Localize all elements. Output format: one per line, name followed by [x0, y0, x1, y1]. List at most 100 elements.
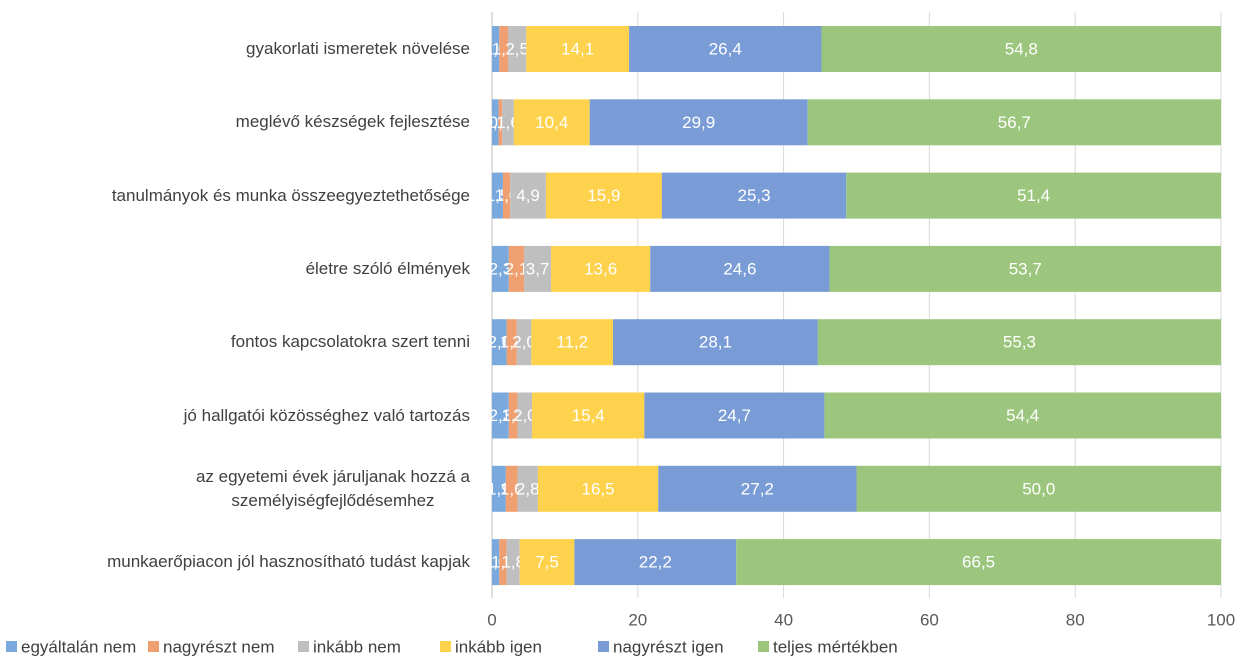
bar-segment [526, 26, 630, 72]
y-tick-label: jó hallgatói közösséghez való tartozás [183, 405, 470, 425]
data-label: 66,5 [962, 553, 995, 572]
bar-segment [492, 465, 506, 512]
data-label: 56,7 [998, 113, 1031, 132]
legend-label: inkább igen [455, 637, 542, 656]
data-label: 51,4 [1017, 186, 1050, 205]
legend-swatch [440, 641, 451, 652]
data-label: 16,5 [582, 479, 615, 498]
bar-segment [492, 172, 503, 219]
bar-segment [510, 172, 546, 219]
bar-segment [508, 26, 527, 72]
bar-segment [498, 99, 503, 146]
bar-segment [551, 245, 651, 292]
bar-segment [505, 465, 518, 512]
bar-segment [499, 26, 509, 72]
bar-segment [492, 99, 499, 146]
bar-segment [492, 319, 507, 366]
bar-segment [506, 539, 520, 586]
bar-segment [502, 172, 511, 219]
legend-swatch [298, 641, 309, 652]
data-label: 3,7 [526, 259, 550, 278]
bar-segment [856, 465, 1221, 512]
data-label: 53,7 [1009, 259, 1042, 278]
data-label: 11,2 [556, 333, 588, 352]
legend-label: egyáltalán nem [21, 637, 136, 656]
data-label: 26,4 [709, 39, 742, 58]
data-label: 22,2 [639, 553, 672, 572]
data-label: 15,4 [572, 406, 605, 425]
data-label: 24,6 [723, 259, 756, 278]
data-label: 55,3 [1003, 333, 1036, 352]
legend-swatch [598, 641, 609, 652]
data-label: 13,6 [584, 259, 617, 278]
x-tick-label: 80 [1066, 610, 1085, 629]
y-tick-label: meglévő készségek fejlesztése [235, 112, 470, 132]
bar-segment [506, 319, 517, 366]
bar-segment [661, 172, 847, 219]
bar-segment [508, 392, 518, 439]
y-tick-label: az egyetemi évek járuljanak hozzá a szem… [195, 466, 470, 510]
bar-segment [502, 99, 514, 146]
bar-segment [644, 392, 825, 439]
bar-segment [589, 99, 808, 146]
bar-segment [650, 245, 830, 292]
bar-segment [492, 539, 500, 586]
data-label: 2,3 [489, 259, 513, 278]
legend-swatch [758, 641, 769, 652]
data-label: 15,9 [587, 186, 620, 205]
legend-swatch [6, 641, 17, 652]
bar-segment [736, 539, 1221, 586]
x-tick-label: 60 [920, 610, 939, 629]
bar-segment [492, 245, 509, 292]
bar-segment [508, 245, 525, 292]
data-label: 1,8 [501, 553, 525, 572]
data-label: 2,0 [487, 333, 511, 352]
data-label: 28,1 [699, 333, 732, 352]
bar-segment [846, 172, 1221, 219]
bar-segment [817, 319, 1221, 366]
data-label: 27,2 [741, 479, 774, 498]
legend-label: teljes mértékben [773, 637, 898, 656]
x-tick-label: 40 [774, 610, 793, 629]
legend-label: inkább nem [313, 637, 401, 656]
bar-segment [545, 172, 662, 219]
data-label: 29,9 [682, 113, 715, 132]
data-label: 2,1 [505, 259, 529, 278]
bar-segment [807, 99, 1221, 146]
data-label: 25,3 [738, 186, 771, 205]
bar-segment [513, 99, 590, 146]
bar-segment [658, 465, 857, 512]
bar-segment [532, 392, 645, 439]
data-label: 24,7 [718, 406, 751, 425]
bar-segment [492, 26, 500, 72]
legend-label: nagyrészt nem [163, 637, 275, 656]
bar-segment [516, 319, 532, 366]
data-label: 2,0 [512, 333, 536, 352]
data-label: 10,4 [535, 113, 568, 132]
bar-segment [829, 245, 1221, 292]
x-tick-label: 20 [628, 610, 647, 629]
data-label: 50,0 [1022, 479, 1055, 498]
data-label: 4,9 [516, 186, 540, 205]
bar-segment [519, 539, 575, 586]
y-tick-label: tanulmányok és munka összeegyeztethetősé… [111, 185, 470, 205]
bar-segment [524, 245, 552, 292]
bar-segment [537, 465, 659, 512]
bar-segment [531, 319, 614, 366]
bar-segment [492, 392, 509, 439]
data-label: 2,0 [513, 406, 537, 425]
data-label: 2,8 [516, 479, 540, 498]
bar-segment [517, 392, 533, 439]
y-tick-label: gyakorlati ismeretek növelése [246, 39, 470, 58]
y-tick-label: életre szóló élmények [305, 258, 470, 278]
y-tick-label: munkaerőpiacon jól hasznosítható tudást … [107, 552, 470, 572]
data-label: 2,3 [489, 406, 513, 425]
bar-segment [613, 319, 818, 366]
data-label: 54,4 [1006, 406, 1039, 425]
data-label: 14,1 [561, 39, 594, 58]
data-label: 7,5 [535, 553, 559, 572]
legend-swatch [148, 641, 159, 652]
x-tick-label: 0 [487, 610, 496, 629]
